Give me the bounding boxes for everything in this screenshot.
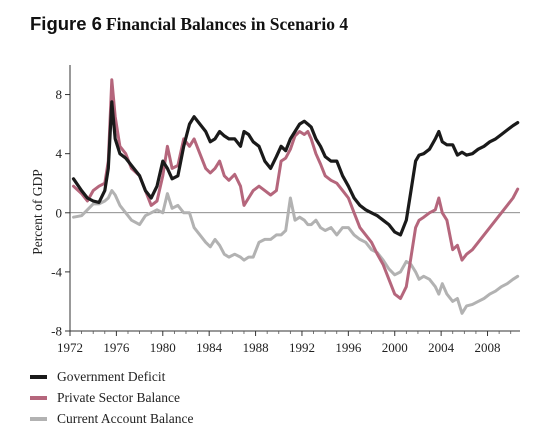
x-tick-label: 2008 [475,340,501,355]
legend-swatch [30,395,47,400]
y-tick-label: 0 [56,205,63,220]
series-layer [71,78,520,315]
legend-label: Current Account Balance [57,410,194,426]
legend: Government Deficit Private Sector Balance… [30,366,193,429]
x-tick-label: 1976 [103,340,130,355]
x-tick-label: 1984 [196,340,223,355]
legend-label: Government Deficit [57,368,166,384]
legend-swatch [30,374,47,379]
x-tick-label: 1980 [150,340,176,355]
x-axis: 1972 1976 1980 1984 1988 1992 1996 2000 2004 2008 [57,331,512,355]
x-tick-label: 2000 [382,340,408,355]
private-sector-balance-line [72,78,520,300]
figure-title: Figure 6 Financial Balances in Scenario 4 [30,13,348,35]
y-axis: -8 -4 0 4 8 [51,87,70,339]
plot-frame [69,65,520,332]
y-tick-label: -4 [51,264,62,279]
government-deficit-line [71,100,520,237]
legend-label: Private Sector Balance [57,389,180,405]
x-tick-label: 1972 [57,340,83,355]
figure-number: Figure 6 [30,13,102,34]
current-account-balance-line [72,189,520,315]
legend-item: Current Account Balance [30,408,193,429]
legend-swatch [30,416,47,421]
x-tick-label: 1988 [243,340,269,355]
y-tick-label: 4 [56,146,63,161]
y-axis-title: Percent of GDP [30,169,45,254]
legend-item: Government Deficit [30,366,193,387]
x-tick-label: 2004 [428,340,455,355]
figure-name: Financial Balances in Scenario 4 [105,14,349,34]
y-tick-label: -8 [51,324,62,339]
y-tick-label: 8 [56,87,63,102]
x-tick-label: 1992 [289,340,315,355]
x-tick-label: 1996 [335,340,362,355]
legend-item: Private Sector Balance [30,387,193,408]
